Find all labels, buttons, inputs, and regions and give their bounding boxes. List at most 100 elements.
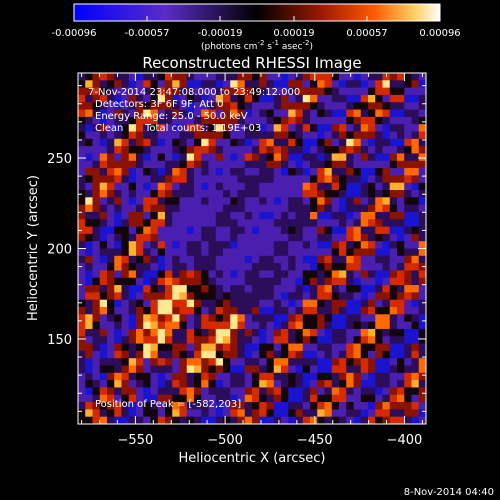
image-pixel xyxy=(92,307,101,315)
image-pixel xyxy=(136,263,144,271)
image-pixel xyxy=(310,80,318,89)
image-pixel xyxy=(295,365,304,374)
image-pixel xyxy=(128,263,137,271)
image-pixel xyxy=(223,197,231,206)
image-pixel xyxy=(230,307,238,315)
image-pixel xyxy=(99,336,108,344)
image-pixel xyxy=(266,73,275,81)
image-pixel xyxy=(194,358,202,366)
image-pixel xyxy=(346,233,354,242)
image-pixel xyxy=(368,226,376,235)
image-pixel xyxy=(143,365,151,374)
image-pixel xyxy=(85,182,93,191)
image-pixel xyxy=(244,328,253,337)
image-pixel xyxy=(389,124,398,132)
image-pixel xyxy=(375,307,383,315)
info-overlay: 7-Nov-2014 23:47:08.000 to 23:49:12.000 … xyxy=(88,87,300,134)
image-pixel xyxy=(165,409,173,418)
image-pixel xyxy=(157,248,166,257)
image-pixel xyxy=(418,387,426,396)
image-pixel xyxy=(302,307,311,315)
image-pixel xyxy=(157,102,166,110)
image-pixel xyxy=(121,182,130,191)
image-pixel xyxy=(273,241,282,249)
image-pixel xyxy=(201,394,209,403)
image-pixel xyxy=(143,292,151,301)
image-pixel xyxy=(99,102,108,110)
image-pixel xyxy=(92,102,101,110)
image-pixel xyxy=(121,116,130,125)
info-algorithm: Clean xyxy=(95,123,123,134)
image-pixel xyxy=(114,292,122,301)
image-pixel xyxy=(121,226,130,235)
image-pixel xyxy=(397,80,405,89)
image-pixel xyxy=(302,219,311,227)
image-pixel xyxy=(85,416,93,424)
image-pixel xyxy=(310,409,318,418)
image-pixel xyxy=(223,307,231,315)
image-pixel xyxy=(302,277,311,286)
image-pixel xyxy=(194,372,202,381)
image-pixel xyxy=(375,109,383,118)
image-pixel xyxy=(186,380,195,388)
image-pixel xyxy=(121,160,130,169)
image-pixel xyxy=(288,394,296,403)
image-pixel xyxy=(331,292,340,301)
image-pixel xyxy=(215,160,224,169)
image-pixel xyxy=(346,314,354,323)
image-pixel xyxy=(288,336,296,344)
image-pixel xyxy=(85,358,93,366)
image-pixel xyxy=(78,160,86,169)
image-pixel xyxy=(165,116,173,125)
image-pixel xyxy=(382,197,391,206)
image-pixel xyxy=(302,365,311,374)
image-pixel xyxy=(302,416,311,424)
image-pixel xyxy=(78,358,86,366)
image-pixel xyxy=(165,270,173,279)
image-pixel xyxy=(295,102,304,110)
image-pixel xyxy=(157,321,166,330)
image-pixel xyxy=(223,328,231,337)
image-pixel xyxy=(92,109,101,118)
image-pixel xyxy=(215,365,224,374)
image-pixel xyxy=(143,336,151,344)
image-pixel xyxy=(150,299,159,308)
image-pixel xyxy=(404,233,412,242)
image-pixel xyxy=(252,328,260,337)
image-pixel xyxy=(375,131,383,140)
image-pixel xyxy=(317,204,325,213)
image-pixel xyxy=(339,182,347,191)
image-pixel xyxy=(259,336,267,344)
image-pixel xyxy=(368,175,376,184)
image-pixel xyxy=(418,402,426,410)
image-pixel xyxy=(186,131,195,140)
image-pixel xyxy=(259,219,267,227)
image-pixel xyxy=(281,131,289,140)
image-pixel xyxy=(85,160,93,169)
image-pixel xyxy=(404,248,412,257)
image-pixel xyxy=(92,416,101,424)
image-pixel xyxy=(353,343,362,352)
image-pixel xyxy=(375,80,383,89)
image-pixel xyxy=(404,204,412,213)
image-pixel xyxy=(368,233,376,242)
image-pixel xyxy=(418,146,426,154)
image-pixel xyxy=(252,263,260,271)
image-pixel xyxy=(252,321,260,330)
image-pixel xyxy=(92,372,101,381)
image-pixel xyxy=(85,314,93,323)
image-pixel xyxy=(92,402,101,410)
image-pixel xyxy=(266,409,275,418)
image-pixel xyxy=(397,255,405,264)
image-pixel xyxy=(215,102,224,110)
x-tick-labels: −550 −500 −450 −400 xyxy=(118,433,423,448)
image-pixel xyxy=(404,146,412,154)
image-pixel xyxy=(85,350,93,359)
image-pixel xyxy=(244,255,253,264)
image-pixel xyxy=(266,343,275,352)
image-pixel xyxy=(107,153,115,162)
image-pixel xyxy=(266,402,275,410)
image-pixel xyxy=(237,328,246,337)
image-pixel xyxy=(157,270,166,279)
image-pixel xyxy=(230,292,238,301)
